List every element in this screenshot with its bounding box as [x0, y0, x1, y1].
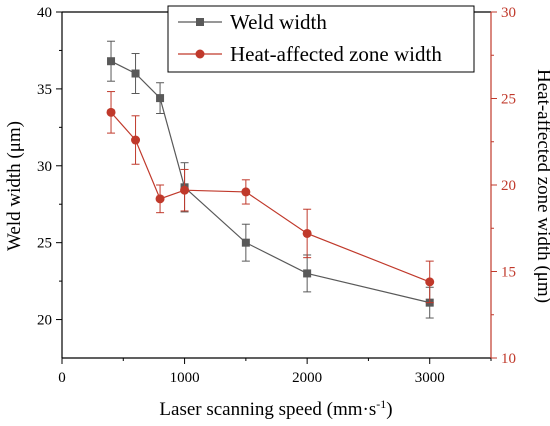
- left-y-tick-label: 35: [37, 82, 52, 98]
- left-y-tick-label: 30: [37, 159, 52, 175]
- right-y-axis-label: Heat-affected zone width (μm): [533, 69, 550, 303]
- series-layer: [106, 40, 435, 319]
- x-tick-label: 2000: [292, 370, 322, 386]
- haz-width-point: [106, 107, 116, 117]
- haz-width-point: [155, 194, 165, 204]
- x-tick-label: 0: [58, 370, 66, 386]
- x-axis-ticks: 0 1000 2000 3000: [58, 358, 492, 386]
- x-tick-label: 1000: [170, 370, 200, 386]
- left-y-tick-label: 20: [37, 313, 52, 329]
- haz-width-point: [131, 135, 141, 145]
- right-y-axis-ticks: 10 15 20 25 30: [491, 5, 516, 367]
- left-y-tick-label: 25: [37, 236, 52, 252]
- weld-width-point: [156, 94, 165, 103]
- right-y-tick-label: 20: [501, 178, 516, 194]
- legend-haz-marker: [195, 49, 205, 59]
- left-y-tick-label: 40: [37, 5, 52, 21]
- haz-width-point: [241, 187, 251, 197]
- x-axis-label: Laser scanning speed (mm·s-1): [159, 397, 392, 420]
- haz-width-point: [425, 277, 435, 287]
- weld-width-point: [107, 57, 116, 66]
- x-tick-label: 3000: [415, 370, 445, 386]
- weld-width-point: [131, 69, 140, 78]
- legend-weld-label: Weld width: [230, 10, 327, 34]
- haz-width-point: [180, 185, 190, 195]
- legend-weld-marker: [196, 18, 204, 26]
- right-y-tick-label: 10: [501, 351, 516, 367]
- weld-width-point: [303, 269, 312, 278]
- left-y-axis-label: Weld width (μm): [4, 121, 25, 251]
- right-y-tick-label: 30: [501, 5, 516, 21]
- weld-width-point: [241, 238, 250, 247]
- right-y-tick-label: 25: [501, 92, 516, 108]
- legend-haz-label: Heat-affected zone width: [230, 42, 442, 66]
- legend: Weld width Heat-affected zone width: [167, 5, 475, 73]
- haz-width-series: [106, 91, 435, 304]
- left-y-axis-ticks: 20 25 30 35 40: [37, 5, 62, 329]
- haz-width-point: [302, 228, 312, 238]
- weld-width-series: [107, 40, 434, 319]
- right-y-tick-label: 15: [501, 265, 516, 281]
- legend-box: [167, 5, 475, 73]
